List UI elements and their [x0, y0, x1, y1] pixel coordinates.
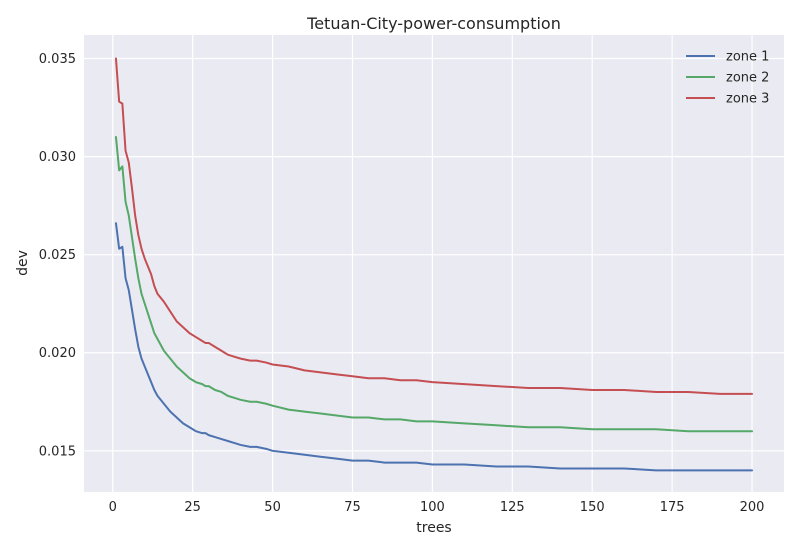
- x-axis-label: trees: [416, 520, 451, 536]
- x-tick-label: 75: [344, 500, 361, 515]
- legend-label-zone-1: zone 1: [726, 50, 769, 65]
- legend-label-zone-2: zone 2: [726, 71, 769, 86]
- x-tick-label: 100: [420, 500, 445, 515]
- chart-title: Tetuan-City-power-consumption: [306, 14, 561, 33]
- x-tick-label: 200: [740, 500, 765, 515]
- y-axis-label: dev: [15, 250, 31, 276]
- series-line-zone-1: [114, 222, 754, 472]
- y-axis-ticks: 0.015 0.020 0.025 0.030 0.035: [39, 52, 76, 459]
- y-tick-label: 0.015: [39, 444, 76, 459]
- y-tick-label: 0.020: [39, 346, 76, 361]
- x-tick-label: 25: [184, 500, 201, 515]
- series-line-zone-2: [114, 135, 754, 433]
- legend-label-zone-3: zone 3: [726, 92, 769, 107]
- x-tick-label: 150: [580, 500, 605, 515]
- plot-area: [84, 35, 784, 492]
- x-tick-label: 125: [500, 500, 525, 515]
- y-tick-label: 0.035: [39, 52, 76, 67]
- legend: zone 1 zone 2 zone 3: [686, 50, 769, 107]
- x-axis-ticks: 0 25 50 75 100 125 150 175 200: [109, 500, 765, 515]
- y-tick-label: 0.025: [39, 248, 76, 263]
- grid-lines: [84, 35, 784, 492]
- x-tick-label: 0: [109, 500, 117, 515]
- x-tick-label: 175: [660, 500, 685, 515]
- y-tick-label: 0.030: [39, 150, 76, 165]
- series-line-zone-3: [114, 57, 754, 395]
- x-tick-label: 50: [264, 500, 281, 515]
- series-layer: [114, 57, 754, 472]
